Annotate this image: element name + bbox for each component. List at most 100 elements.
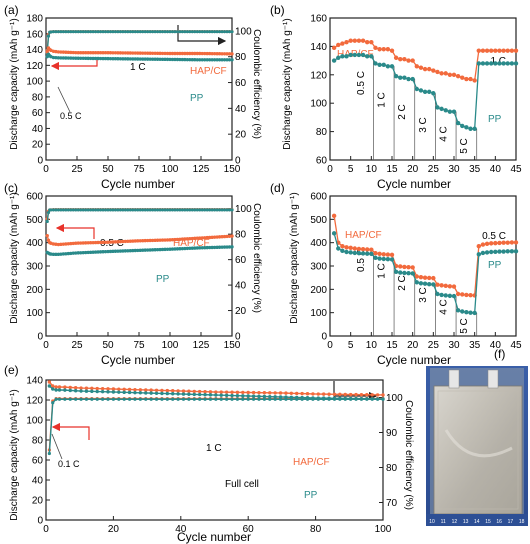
capacity-point xyxy=(155,238,160,242)
capacity-point xyxy=(225,245,229,249)
efficiency-point xyxy=(56,208,61,212)
capacity-point xyxy=(197,389,202,394)
y-tick-label: 140 xyxy=(310,42,327,53)
capacity-point xyxy=(369,251,374,257)
efficiency-point xyxy=(203,397,207,401)
efficiency-point xyxy=(111,208,115,212)
capacity-point xyxy=(257,390,261,395)
capacity-point xyxy=(133,51,137,55)
rate-label: 3 C xyxy=(418,117,429,133)
capacity-point xyxy=(480,250,486,256)
x-tick-label: 45 xyxy=(510,164,522,175)
x-tick-label: 60 xyxy=(243,524,255,535)
efficiency-point xyxy=(163,30,167,34)
x-tick-label: 5 xyxy=(348,340,354,351)
capacity-point xyxy=(122,387,126,392)
capacity-point xyxy=(111,51,115,55)
capacity-point xyxy=(91,240,95,245)
efficiency-point xyxy=(136,30,140,34)
capacity-point xyxy=(443,108,448,113)
capacity-point xyxy=(447,109,453,114)
efficiency-point xyxy=(153,208,157,212)
capacity-point xyxy=(160,238,165,242)
capacity-point xyxy=(69,56,73,60)
capacity-point xyxy=(171,389,175,393)
capacity-point xyxy=(185,246,190,251)
capacity-point xyxy=(331,231,337,236)
y2-tick-label: 100 xyxy=(386,393,403,404)
capacity-point xyxy=(360,251,366,256)
y-tick-label: 0 xyxy=(321,332,327,343)
x-tick-label: 100 xyxy=(375,524,392,535)
x-tick-label: 25 xyxy=(428,164,440,175)
efficiency-point xyxy=(198,208,202,212)
capacity-point xyxy=(257,394,261,399)
y-tick-label: 100 xyxy=(26,77,43,88)
efficiency-point xyxy=(144,397,148,401)
capacity-point xyxy=(468,76,473,82)
capacity-point xyxy=(155,51,160,56)
capacity-point xyxy=(224,390,229,394)
capacity-point xyxy=(84,389,89,393)
capacity-point xyxy=(73,386,78,390)
capacity-point xyxy=(484,250,490,255)
efficiency-point xyxy=(230,397,234,401)
capacity-point xyxy=(165,238,170,242)
efficiency-point xyxy=(131,30,135,34)
efficiency-point xyxy=(218,30,222,34)
axes-panel-0: 0 25 50 75 100 125 150020406080100120140160180… xyxy=(26,14,252,176)
capacity-point xyxy=(480,48,486,53)
y-tick-label: 40 xyxy=(32,476,44,487)
capacity-point xyxy=(509,61,515,66)
capacity-point xyxy=(389,48,395,53)
capacity-point xyxy=(86,241,90,245)
capacity-point xyxy=(178,237,182,241)
plot-frame xyxy=(45,379,384,521)
capacity-point xyxy=(385,64,391,69)
efficiency-point xyxy=(208,208,212,212)
capacity-point xyxy=(468,126,473,131)
capacity-point xyxy=(207,245,212,250)
efficiency-point xyxy=(158,30,162,34)
capacity-point xyxy=(153,238,157,243)
capacity-point xyxy=(208,393,213,397)
capacity-point xyxy=(98,240,103,245)
capacity-point xyxy=(64,56,68,60)
capacity-point xyxy=(127,387,132,392)
capacity-point xyxy=(79,51,83,55)
efficiency-point xyxy=(146,30,150,34)
capacity-point xyxy=(321,396,326,400)
capacity-point xyxy=(406,58,411,63)
capacity-point xyxy=(509,48,515,53)
capacity-point xyxy=(106,390,110,394)
efficiency-point xyxy=(136,208,140,212)
capacity-point xyxy=(193,246,197,250)
capacity-point xyxy=(393,55,399,60)
efficiency-point xyxy=(170,208,175,212)
capacity-point xyxy=(51,55,56,60)
capacity-point xyxy=(76,51,80,55)
capacity-point xyxy=(144,391,148,395)
ruler-label: 14 xyxy=(474,519,480,525)
capacity-point xyxy=(138,51,142,55)
capacity-point xyxy=(348,392,353,397)
efficiency-point xyxy=(165,30,170,34)
capacity-point xyxy=(208,390,213,394)
capacity-point xyxy=(497,240,502,246)
capacity-point xyxy=(138,248,142,253)
efficiency-point xyxy=(81,30,85,34)
y2-tick-label: 100 xyxy=(235,204,252,215)
capacity-point xyxy=(61,242,66,246)
capacity-point xyxy=(476,243,481,249)
capacity-point xyxy=(64,50,68,54)
capacity-point xyxy=(100,389,105,394)
capacity-point xyxy=(149,391,153,395)
efficiency-point xyxy=(158,208,162,212)
capacity-point xyxy=(136,57,140,61)
capacity-point xyxy=(418,65,424,70)
capacity-point xyxy=(198,51,202,56)
capacity-point xyxy=(66,242,71,246)
capacity-point xyxy=(101,51,105,55)
efficiency-point xyxy=(96,208,100,212)
